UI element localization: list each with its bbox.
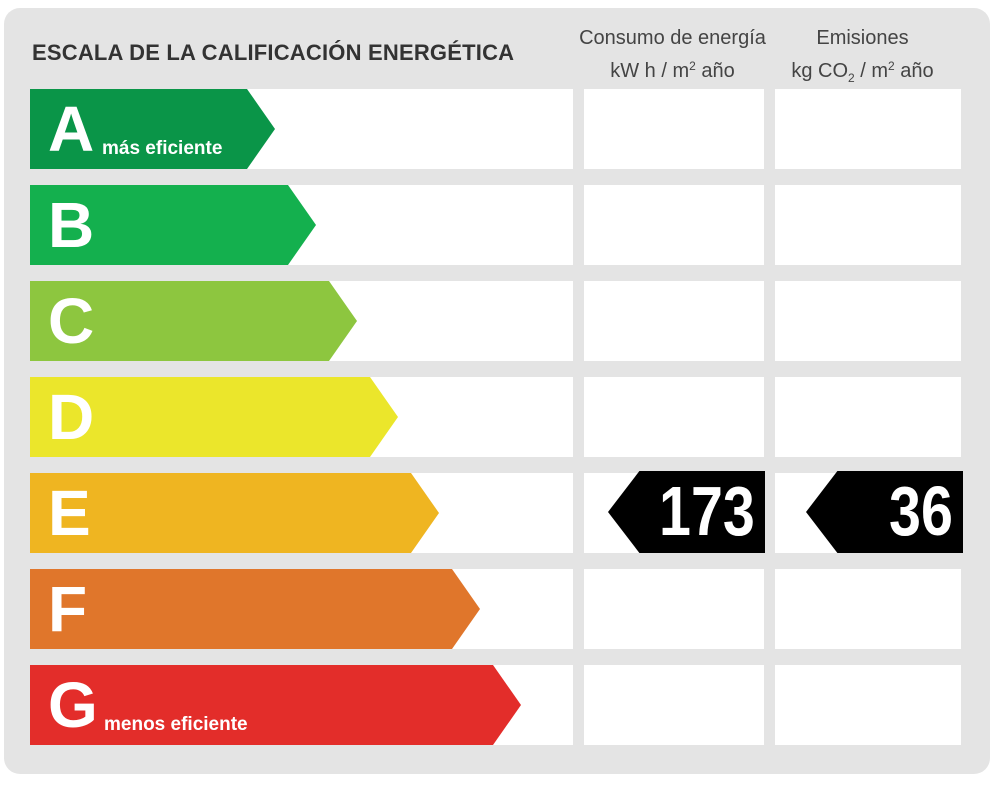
consumption-cell-c — [584, 281, 764, 361]
class-arrow-e: E — [30, 473, 439, 553]
emissions-cell-d — [775, 377, 961, 457]
class-note-g: menos eficiente — [104, 714, 248, 735]
class-letter-d: D — [48, 381, 95, 453]
consumption-column-header: Consumo de energía kW h / m2 año — [570, 24, 775, 85]
emissions-cell-c — [775, 281, 961, 361]
chart-title: ESCALA DE LA CALIFICACIÓN ENERGÉTICA — [32, 40, 515, 65]
class-letter-e: E — [48, 477, 91, 549]
consumption-cell-b — [584, 185, 764, 265]
class-letter-g: G — [48, 669, 98, 741]
consumption-cell-a — [584, 89, 764, 169]
class-note-a: más eficiente — [102, 138, 223, 159]
consumption-cell-g — [584, 665, 764, 745]
consumption-marker: 173 — [608, 471, 765, 553]
emissions-column-header: Emisiones kg CO2 / m2 año — [770, 24, 955, 92]
emissions-cell-a — [775, 89, 961, 169]
emissions-header-label: Emisiones — [816, 27, 909, 49]
class-letter-b: B — [48, 189, 95, 261]
consumption-marker-value: 173 — [659, 472, 755, 550]
class-arrow-c: C — [30, 281, 357, 361]
class-arrow-f: F — [30, 569, 480, 649]
consumption-header-unit: kW h / m2 año — [610, 59, 735, 82]
emissions-cell-g — [775, 665, 961, 745]
class-letter-f: F — [48, 573, 88, 645]
class-arrow-b: B — [30, 185, 316, 265]
emissions-marker-value: 36 — [889, 472, 953, 550]
class-arrow-d: D — [30, 377, 398, 457]
emissions-cell-b — [775, 185, 961, 265]
emissions-header-unit: kg CO2 / m2 año — [791, 59, 934, 85]
consumption-cell-f — [584, 569, 764, 649]
consumption-cell-d — [584, 377, 764, 457]
emissions-cell-f — [775, 569, 961, 649]
class-letter-a: A — [48, 93, 95, 165]
class-letter-c: C — [48, 285, 95, 357]
consumption-header-label: Consumo de energía — [579, 27, 766, 49]
emissions-marker: 36 — [806, 471, 963, 553]
